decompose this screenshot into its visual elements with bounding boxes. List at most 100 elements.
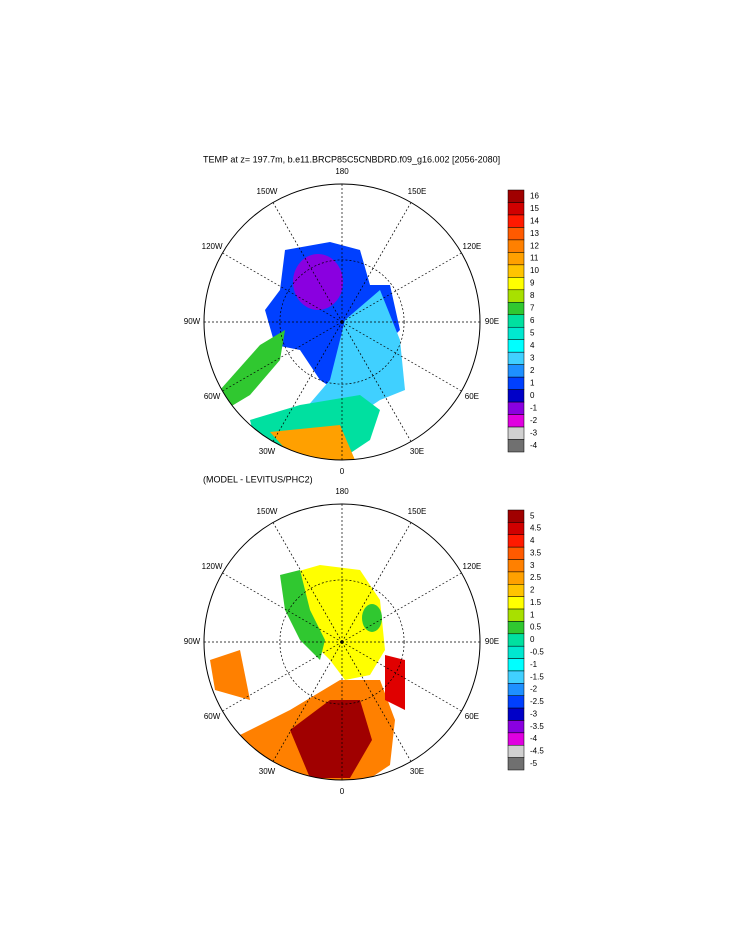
colorbar-label: 4 xyxy=(530,341,535,350)
longitude-label: 90E xyxy=(485,317,499,326)
colorbar-label: 3 xyxy=(530,561,535,570)
longitude-label: 60W xyxy=(204,392,221,401)
colorbar-label: -5 xyxy=(530,759,538,768)
meridian xyxy=(222,321,343,392)
colorbar-box xyxy=(507,757,525,771)
longitude-label: 120W xyxy=(202,242,223,251)
longitude-label: 30E xyxy=(410,447,424,456)
colorbar-label: 1.5 xyxy=(530,598,542,607)
colorbar-box xyxy=(507,339,525,353)
colorbar-box xyxy=(507,426,525,440)
meridian xyxy=(222,641,343,712)
colorbar-label: -0.5 xyxy=(530,647,544,656)
colorbar-box xyxy=(507,707,525,721)
longitude-label: 150E xyxy=(408,187,427,196)
meridian xyxy=(341,641,412,762)
colorbar-box xyxy=(507,559,525,573)
colorbar-label: 1 xyxy=(530,378,535,387)
longitude-label: 30E xyxy=(410,767,424,776)
field-region xyxy=(285,565,385,680)
colorbar-box xyxy=(507,414,525,428)
longitude-label: 120E xyxy=(463,562,482,571)
colorbar-label: -1 xyxy=(530,403,538,412)
colorbar-label: 9 xyxy=(530,279,535,288)
colorbar-box xyxy=(507,252,525,266)
colorbar-box xyxy=(507,633,525,647)
longitude-label: 0 xyxy=(340,787,345,796)
colorbar-box xyxy=(507,596,525,610)
meridian xyxy=(272,522,343,643)
panel-title: TEMP at z= 197.7m, b.e11.BRCP85C5CNBDRD.… xyxy=(203,154,500,164)
meridian xyxy=(341,202,412,323)
colorbar-label: -4.5 xyxy=(530,747,544,756)
colorbar-box xyxy=(507,546,525,560)
colorbar-label: 3.5 xyxy=(530,548,542,557)
colorbar-box xyxy=(507,364,525,378)
colorbar-box xyxy=(507,720,525,734)
colorbar-label: -2 xyxy=(530,685,538,694)
colorbar-label: -4 xyxy=(530,441,538,450)
meridian xyxy=(341,641,462,712)
colorbar-label: 0.5 xyxy=(530,623,542,632)
longitude-label: 30W xyxy=(259,767,276,776)
colorbar-box xyxy=(507,189,525,203)
colorbar-box xyxy=(507,744,525,758)
longitude-label: 120E xyxy=(463,242,482,251)
meridian xyxy=(341,321,462,392)
colorbar-box xyxy=(507,670,525,684)
colorbar-box xyxy=(507,683,525,696)
colorbar-label: 5 xyxy=(530,511,535,520)
longitude-label: 180 xyxy=(335,487,349,496)
meridian xyxy=(222,252,343,323)
colorbar-box xyxy=(507,389,525,403)
panel-title: (MODEL - LEVITUS/PHC2) xyxy=(203,474,313,484)
colorbar-label: -3.5 xyxy=(530,722,544,731)
map-border xyxy=(203,503,481,781)
colorbar-label: 0 xyxy=(530,635,535,644)
colorbar-label: 16 xyxy=(530,191,539,200)
colorbar-label: 11 xyxy=(530,254,539,263)
colorbar-label: 2.5 xyxy=(530,573,542,582)
meridian xyxy=(341,522,412,643)
colorbar-label: -3 xyxy=(530,709,538,718)
colorbar-label: 4 xyxy=(530,536,535,545)
colorbar-box xyxy=(507,214,525,228)
field-region xyxy=(290,700,372,778)
longitude-label: 90E xyxy=(485,637,499,646)
colorbar-box xyxy=(507,584,525,597)
colorbar-box xyxy=(507,351,525,365)
longitude-label: 30W xyxy=(259,447,276,456)
colorbar-label: 1 xyxy=(530,610,535,619)
longitude-label: 60E xyxy=(465,392,479,401)
field-region xyxy=(362,604,382,632)
colorbar-label: 10 xyxy=(530,266,539,275)
colorbar-box xyxy=(507,326,525,340)
colorbar-box xyxy=(507,264,525,278)
meridian xyxy=(341,252,462,323)
colorbar-box xyxy=(507,732,525,746)
colorbar-label: 0 xyxy=(530,391,535,400)
longitude-label: 120W xyxy=(202,562,223,571)
colorbar-label: 7 xyxy=(530,304,535,313)
longitude-label: 150W xyxy=(257,187,278,196)
colorbar-label: -3 xyxy=(530,428,538,437)
colorbar-label: -1.5 xyxy=(530,672,544,681)
colorbar-box xyxy=(507,227,525,241)
longitude-label: 60W xyxy=(204,712,221,721)
colorbar-label: 4.5 xyxy=(530,524,542,533)
colorbar-box xyxy=(507,522,525,536)
meridian xyxy=(341,321,412,442)
meridian xyxy=(222,572,343,643)
colorbar-box xyxy=(507,202,525,216)
longitude-label: 150W xyxy=(257,507,278,516)
colorbar-box xyxy=(507,608,525,622)
colorbar-box xyxy=(507,534,525,548)
colorbar-label: -2.5 xyxy=(530,697,544,706)
longitude-label: 60E xyxy=(465,712,479,721)
colorbar-box xyxy=(507,621,525,635)
field-region xyxy=(280,570,325,660)
meridian xyxy=(272,321,343,442)
field-region xyxy=(293,254,343,310)
colorbar-label: -2 xyxy=(530,416,538,425)
